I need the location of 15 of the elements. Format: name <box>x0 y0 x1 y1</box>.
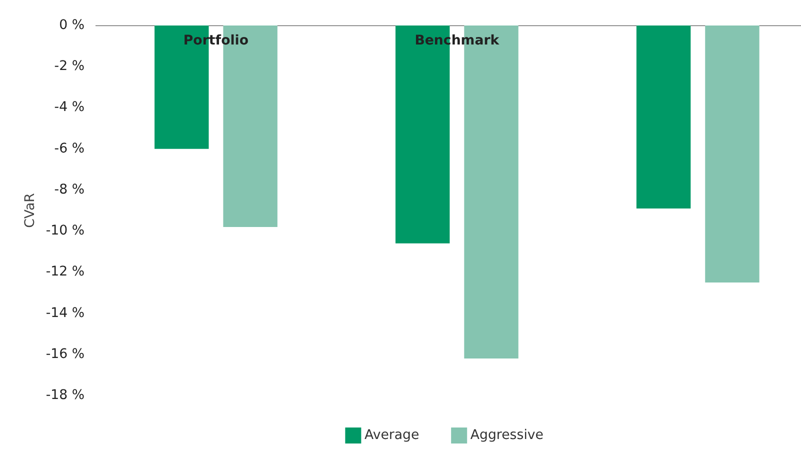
y-tick-label: -12 % <box>46 264 84 280</box>
y-tick-label: -18 % <box>46 388 84 403</box>
y-tick-label: -16 % <box>46 346 84 362</box>
y-tick-label: -8 % <box>54 182 85 198</box>
y-tick-label: -14 % <box>46 306 84 321</box>
y-tick-label: -6 % <box>54 141 85 156</box>
y-tick-label: -10 % <box>46 224 84 239</box>
x-tick-label: Benchmark <box>414 34 500 48</box>
y-tick-label: -2 % <box>54 59 85 74</box>
x-tick-label: Portfolio <box>183 34 249 48</box>
y-tick-label: -4 % <box>54 100 85 116</box>
y-tick-label: 0 % <box>59 18 85 33</box>
y-axis-title: CVaR <box>22 193 38 228</box>
legend-label: Aggressive <box>470 428 544 443</box>
legend-label: Average <box>364 428 420 443</box>
